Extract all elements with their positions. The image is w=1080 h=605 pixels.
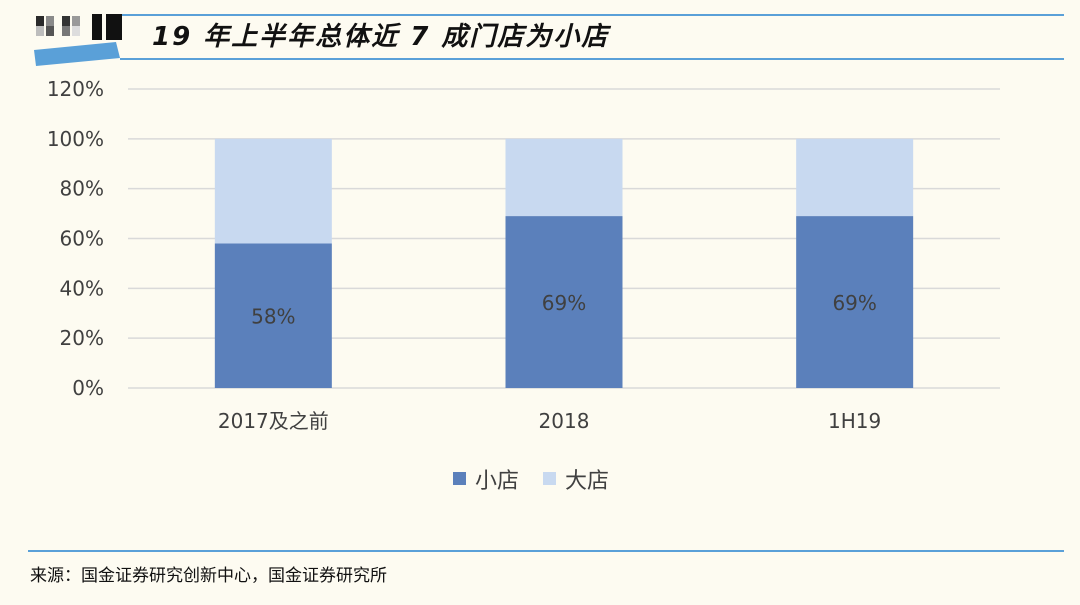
x-tick-label: 2017及之前 [218, 409, 329, 433]
header-top-rule [120, 14, 1064, 16]
source-note: 来源：国金证券研究创新中心，国金证券研究所 [30, 566, 387, 586]
y-tick-label: 120% [47, 77, 104, 101]
legend-label-small-store: 小店 [475, 469, 519, 494]
legend-swatch-large-store [543, 472, 556, 485]
bar-small-store [214, 243, 332, 388]
legend-swatch-small-store [453, 472, 466, 485]
y-tick-label: 60% [60, 227, 104, 251]
data-label: 58% [251, 305, 295, 329]
stacked-bar-chart: 0% 20% 40% 60% 80% 100% 120% 58% 69% 69% 2017及之前… [47, 77, 1000, 494]
data-label: 69% [832, 291, 876, 315]
y-tick-label: 20% [60, 326, 104, 350]
brand-logo-icon [34, 14, 122, 66]
bar-small-store [505, 216, 623, 388]
legend-label-large-store: 大店 [565, 469, 609, 494]
x-axis-ticks: 2017及之前 2018 1H19 [218, 409, 881, 433]
y-tick-label: 0% [72, 376, 104, 400]
bar-small-store [796, 216, 914, 388]
header-bottom-rule [120, 58, 1064, 60]
footer-rule [28, 550, 1064, 552]
page-title: 19 年上半年总体近 7 成门店为小店 [152, 22, 610, 52]
header: 19 年上半年总体近 7 成门店为小店 [0, 0, 1080, 66]
y-axis-ticks: 0% 20% 40% 60% 80% 100% 120% [47, 77, 104, 400]
bar-large-store [796, 138, 914, 217]
x-tick-label: 2018 [539, 409, 590, 433]
chart-legend: 小店 大店 [453, 469, 609, 494]
bar-large-store [214, 138, 332, 244]
x-tick-label: 1H19 [828, 409, 881, 433]
chart-bars: 58% 69% 69% [214, 138, 914, 388]
y-tick-label: 80% [60, 177, 104, 201]
bar-large-store [505, 138, 623, 217]
y-tick-label: 100% [47, 127, 104, 151]
data-label: 69% [542, 291, 586, 315]
y-tick-label: 40% [60, 276, 104, 300]
